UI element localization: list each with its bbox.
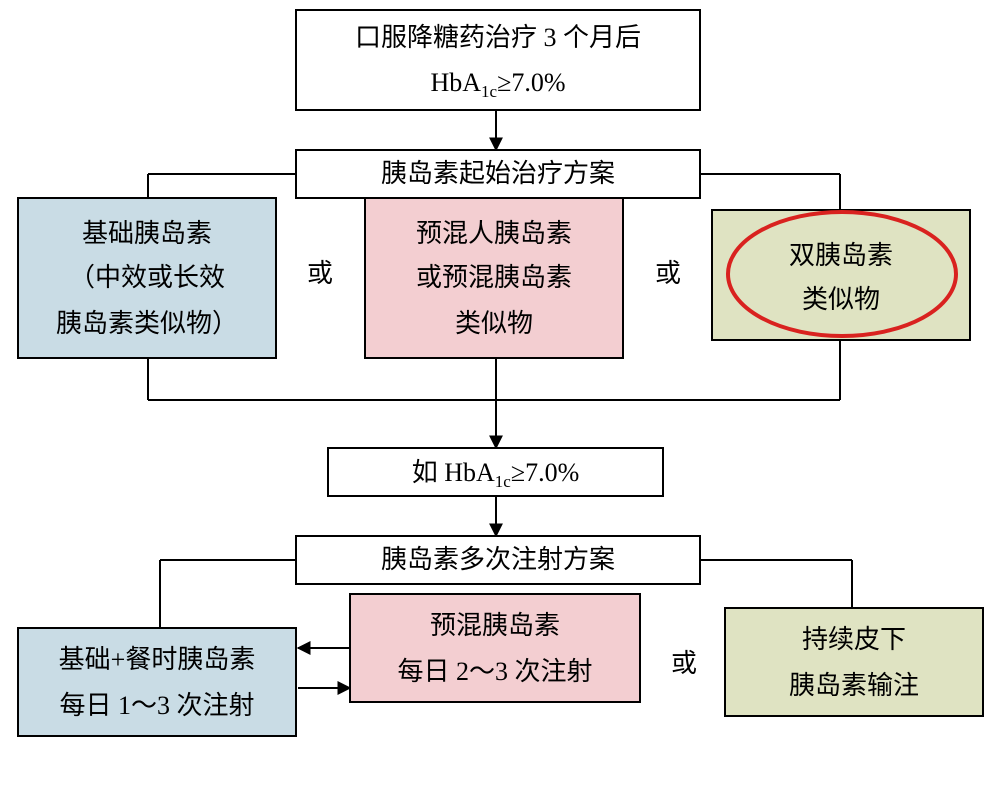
node-n10-line-1: 胰岛素输注 bbox=[789, 671, 919, 700]
node-n2-line-0: 胰岛素起始治疗方案 bbox=[381, 159, 615, 188]
node-n3: 基础胰岛素 （中效或长效胰岛素类似物） bbox=[18, 198, 276, 358]
node-n1: 口服降糖药治疗 3 个月后 HbA1c≥7.0% bbox=[296, 10, 700, 110]
or-label-0: 或 bbox=[307, 259, 333, 288]
or-label-2: 或 bbox=[671, 649, 697, 678]
node-n7: 胰岛素多次注射方案 bbox=[296, 536, 700, 584]
node-n8: 基础+餐时胰岛素每日 1～3 次注射 bbox=[18, 628, 296, 736]
node-n10-line-0: 持续皮下 bbox=[802, 625, 906, 654]
node-n9: 预混胰岛素每日 2～3 次注射 bbox=[350, 594, 640, 702]
node-n4-line-0: 预混人胰岛素 bbox=[416, 219, 572, 248]
node-n6: 如 HbA1c≥7.0% bbox=[328, 448, 663, 496]
node-n9-line-0: 预混胰岛素 bbox=[430, 611, 560, 640]
node-n4-line-1: 或预混胰岛素 bbox=[416, 263, 572, 292]
node-n3-line-0: 基础胰岛素 bbox=[82, 219, 212, 248]
node-n5: 双胰岛素类似物 bbox=[712, 210, 970, 340]
node-n5-line-1: 类似物 bbox=[802, 285, 880, 314]
node-n3-line-2: 胰岛素类似物） bbox=[56, 309, 238, 338]
node-n1-line-1: HbA1c≥7.0% bbox=[430, 68, 565, 101]
node-n4: 预混人胰岛素或预混胰岛素类似物 bbox=[365, 198, 623, 358]
or-label-1: 或 bbox=[655, 259, 681, 288]
node-n10: 持续皮下胰岛素输注 bbox=[725, 608, 983, 716]
node-n3-line-1: （中效或长效 bbox=[69, 263, 225, 292]
node-n8-line-0: 基础+餐时胰岛素 bbox=[59, 645, 256, 674]
node-n4-line-2: 类似物 bbox=[455, 309, 533, 338]
node-n2: 胰岛素起始治疗方案 bbox=[296, 150, 700, 198]
node-n1-line-0: 口服降糖药治疗 3 个月后 bbox=[355, 23, 641, 52]
node-n7-line-0: 胰岛素多次注射方案 bbox=[381, 545, 615, 574]
node-n8-line-1: 每日 1～3 次注射 bbox=[59, 691, 254, 720]
node-n5-line-0: 双胰岛素 bbox=[789, 241, 893, 270]
node-n9-line-1: 每日 2～3 次注射 bbox=[397, 657, 592, 686]
